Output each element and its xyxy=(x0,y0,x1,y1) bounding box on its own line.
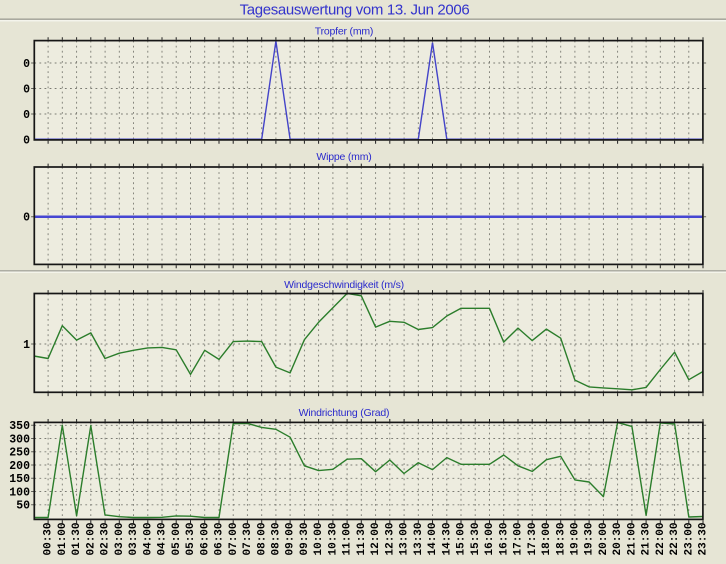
svg-text:13:00: 13:00 xyxy=(399,522,411,555)
svg-text:19:00: 19:00 xyxy=(570,522,582,555)
svg-text:01:00: 01:00 xyxy=(57,522,69,555)
svg-text:14:30: 14:30 xyxy=(441,522,453,555)
svg-text:Tagesauswertung vom 13. Jun 20: Tagesauswertung vom 13. Jun 2006 xyxy=(240,1,470,18)
svg-text:350: 350 xyxy=(9,420,30,433)
svg-text:12:30: 12:30 xyxy=(384,522,396,555)
svg-text:07:30: 07:30 xyxy=(242,522,254,555)
svg-text:02:00: 02:00 xyxy=(85,522,97,555)
svg-text:11:00: 11:00 xyxy=(342,522,354,555)
svg-text:13:30: 13:30 xyxy=(413,522,425,555)
svg-text:0: 0 xyxy=(23,83,30,96)
svg-text:200: 200 xyxy=(9,460,30,473)
svg-text:100: 100 xyxy=(9,486,30,499)
svg-text:04:00: 04:00 xyxy=(142,522,154,555)
svg-text:15:30: 15:30 xyxy=(470,522,482,555)
svg-text:03:00: 03:00 xyxy=(114,522,126,555)
svg-text:20:00: 20:00 xyxy=(598,522,610,555)
svg-text:05:30: 05:30 xyxy=(185,522,197,555)
svg-text:16:00: 16:00 xyxy=(484,522,496,555)
svg-text:04:30: 04:30 xyxy=(157,522,169,555)
svg-text:08:30: 08:30 xyxy=(271,522,283,555)
svg-text:11:30: 11:30 xyxy=(356,522,368,555)
svg-text:09:00: 09:00 xyxy=(285,522,297,555)
svg-text:15:00: 15:00 xyxy=(456,522,468,555)
svg-text:18:30: 18:30 xyxy=(555,522,567,555)
svg-text:02:30: 02:30 xyxy=(100,522,112,555)
svg-text:0: 0 xyxy=(23,58,30,71)
svg-text:19:30: 19:30 xyxy=(584,522,596,555)
svg-text:12:00: 12:00 xyxy=(370,522,382,555)
svg-text:17:00: 17:00 xyxy=(513,522,525,555)
svg-text:17:30: 17:30 xyxy=(527,522,539,555)
svg-text:23:00: 23:00 xyxy=(683,522,695,555)
svg-text:50: 50 xyxy=(16,500,30,513)
svg-text:10:30: 10:30 xyxy=(328,522,340,555)
svg-text:00:30: 00:30 xyxy=(43,522,55,555)
svg-text:Windgeschwindigkeit (m/s): Windgeschwindigkeit (m/s) xyxy=(284,279,404,291)
svg-text:16:30: 16:30 xyxy=(498,522,510,555)
svg-text:0: 0 xyxy=(23,109,30,122)
svg-text:06:00: 06:00 xyxy=(199,522,211,555)
svg-text:05:00: 05:00 xyxy=(171,522,183,555)
svg-text:23:30: 23:30 xyxy=(698,522,710,555)
svg-text:14:00: 14:00 xyxy=(427,522,439,555)
svg-text:06:30: 06:30 xyxy=(214,522,226,555)
svg-text:21:00: 21:00 xyxy=(627,522,639,555)
svg-text:01:30: 01:30 xyxy=(71,522,83,555)
svg-text:08:00: 08:00 xyxy=(256,522,268,555)
svg-text:300: 300 xyxy=(9,433,30,446)
svg-text:0: 0 xyxy=(23,212,30,225)
svg-text:1: 1 xyxy=(23,339,30,352)
svg-text:0: 0 xyxy=(23,134,30,147)
svg-text:20:30: 20:30 xyxy=(612,522,624,555)
svg-text:250: 250 xyxy=(9,447,30,460)
svg-text:Wippe (mm): Wippe (mm) xyxy=(316,151,371,163)
svg-text:150: 150 xyxy=(9,473,30,486)
svg-text:Tropfer (mm): Tropfer (mm) xyxy=(315,26,373,38)
svg-text:09:30: 09:30 xyxy=(299,522,311,555)
svg-text:22:30: 22:30 xyxy=(669,522,681,555)
svg-text:18:00: 18:00 xyxy=(541,522,553,555)
svg-text:03:30: 03:30 xyxy=(128,522,140,555)
svg-text:07:00: 07:00 xyxy=(228,522,240,555)
svg-text:Windrichtung (Grad): Windrichtung (Grad) xyxy=(299,407,390,419)
svg-text:21:30: 21:30 xyxy=(641,522,653,555)
svg-text:22:00: 22:00 xyxy=(655,522,667,555)
svg-text:10:00: 10:00 xyxy=(313,522,325,555)
